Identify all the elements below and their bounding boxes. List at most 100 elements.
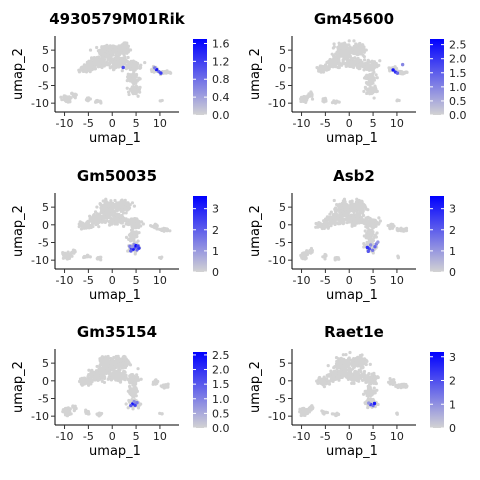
cell-point (336, 47, 341, 51)
cell-point (138, 90, 142, 94)
cell-point (340, 360, 344, 364)
cell-point (96, 371, 100, 375)
cell-point (356, 60, 360, 64)
cell-point (321, 69, 325, 73)
expressing-cell-point (368, 243, 373, 247)
colorbar-tick-label: 1.6 (212, 37, 230, 50)
cell-point (344, 45, 348, 50)
cell-point (64, 411, 68, 415)
cell-point (377, 216, 381, 220)
cell-point (89, 377, 93, 381)
colorbar-tick-label: 2 (449, 224, 456, 237)
colorbar-tick-label: 1 (449, 245, 456, 258)
cell-point (82, 255, 86, 260)
cell-point (85, 224, 89, 228)
cell-point (341, 222, 345, 226)
cell-point (117, 59, 121, 64)
cell-point (158, 227, 162, 231)
cell-point (159, 256, 163, 260)
cell-point (143, 60, 147, 65)
cell-point (126, 50, 130, 54)
cell-point (346, 59, 350, 63)
cell-point (302, 96, 306, 100)
cell-point (102, 49, 106, 53)
cell-point (152, 381, 157, 385)
y-tick-label: 0 (42, 62, 49, 75)
cell-point (120, 363, 124, 367)
cell-point (160, 412, 164, 416)
colorbar-tick-label: 1 (212, 245, 219, 258)
cell-point (71, 405, 76, 409)
cell-point (127, 61, 131, 65)
cell-point (341, 58, 345, 62)
colorbar (193, 39, 207, 115)
cell-point (101, 54, 105, 59)
cell-point (107, 212, 112, 216)
cell-point (353, 363, 357, 368)
cell-point (390, 226, 394, 230)
cell-point (326, 364, 330, 368)
cell-point (135, 373, 139, 377)
cell-point (327, 216, 331, 220)
cell-point (112, 355, 116, 360)
x-tick-label: 10 (153, 117, 167, 130)
cell-point (126, 90, 131, 94)
cell-point (88, 48, 93, 52)
cell-point (308, 248, 312, 253)
panel-title: Gm45600 (314, 10, 394, 28)
panel-title: Gm50035 (77, 167, 157, 185)
cell-point (351, 221, 356, 225)
cell-point (121, 204, 125, 208)
cell-point (363, 203, 367, 208)
cell-point (377, 63, 381, 67)
cell-point (101, 52, 105, 56)
cell-point (346, 218, 350, 222)
colorbar (193, 352, 207, 428)
cell-point (345, 54, 349, 59)
cell-point (110, 60, 115, 65)
cell-point (128, 234, 133, 238)
cell-point (160, 384, 164, 388)
cell-point (314, 221, 318, 226)
cell-point (105, 360, 109, 365)
panel-title: Asb2 (333, 167, 375, 185)
cell-point (98, 99, 102, 103)
cell-point (344, 64, 348, 68)
cell-point (114, 208, 118, 212)
cell-point (125, 203, 129, 207)
x-tick-label: 5 (370, 274, 377, 287)
expressing-cell-point (370, 248, 375, 252)
cell-point (332, 42, 336, 46)
cell-point (356, 50, 361, 54)
y-axis-label: umap_2 (248, 48, 263, 100)
cell-point (339, 50, 343, 54)
cell-point (321, 99, 325, 103)
cell-point (126, 218, 130, 222)
cell-point (299, 97, 303, 101)
x-tick-label: 5 (133, 117, 140, 130)
cell-point (165, 385, 169, 389)
colorbar-tick-label: 0.4 (212, 91, 230, 104)
expressing-cell-point (132, 399, 136, 404)
cell-point (80, 67, 84, 72)
cell-point (353, 203, 357, 207)
cell-point (104, 205, 108, 209)
cell-point (88, 214, 92, 218)
cell-point (152, 70, 156, 74)
expressing-cell-point (395, 71, 400, 75)
cell-point (395, 99, 399, 103)
cell-point (136, 406, 141, 410)
colorbar-tick-label: 1.2 (212, 55, 230, 68)
y-tick-label: 0 (279, 62, 286, 75)
cell-point (117, 362, 122, 366)
cell-point (125, 41, 129, 45)
cell-point (65, 95, 69, 99)
cell-point (130, 224, 134, 228)
cell-point (115, 372, 120, 377)
y-tick-label: -5 (38, 236, 49, 249)
feature-panel: Gm45600-10 -5 0 5 10-10-505umap_1umap_20.00.… (248, 10, 467, 146)
cell-point (115, 48, 119, 52)
cell-point (137, 230, 141, 235)
cell-point (369, 82, 373, 86)
cell-point (98, 57, 102, 61)
